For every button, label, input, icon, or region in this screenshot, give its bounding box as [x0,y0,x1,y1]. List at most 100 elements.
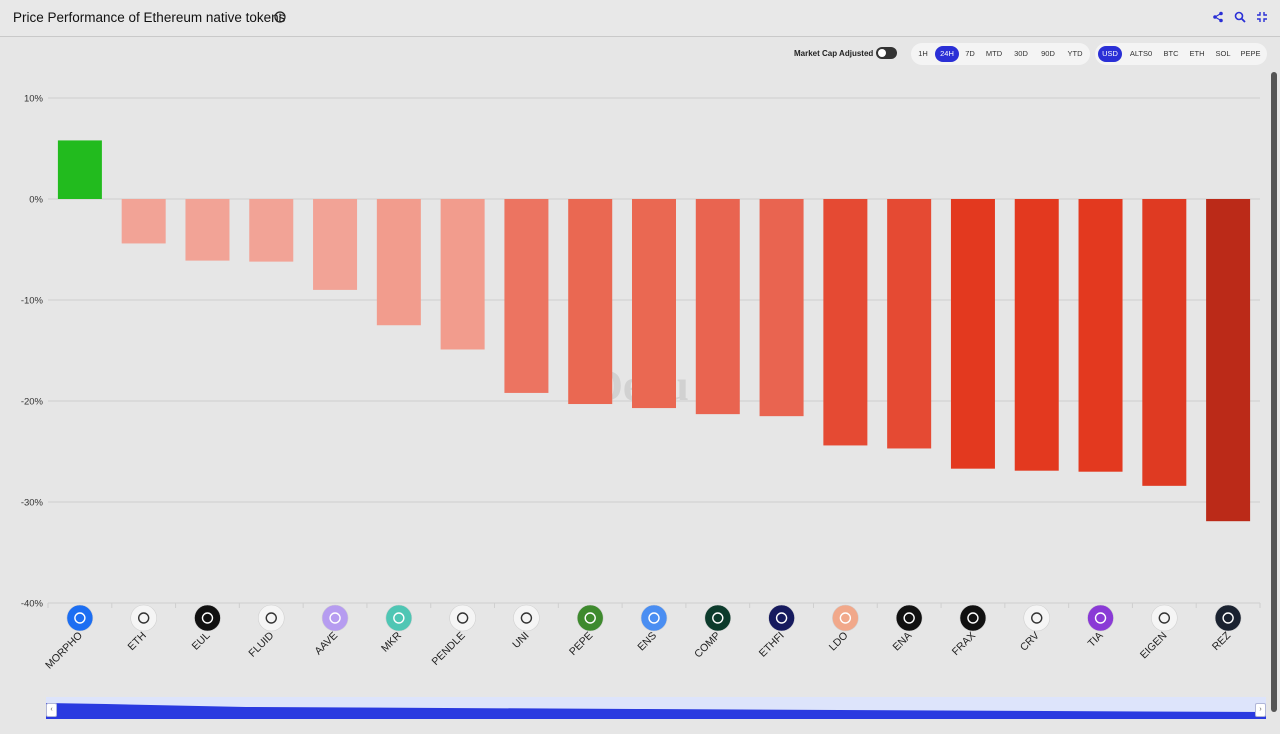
market-cap-toggle[interactable] [876,47,897,59]
cur-alts0-button[interactable]: ALTS0 [1129,49,1153,58]
x-tick-label: AAVE [312,630,340,658]
fluid-token-icon-glyph [265,612,277,624]
currency-group: USD ALTS0 BTC ETH SOL PEPE [1095,43,1267,65]
bar-comp[interactable] [695,199,740,415]
bar-aave[interactable] [313,199,358,290]
x-tick-label: ENS [635,630,659,654]
crv-token-icon-glyph [1031,612,1043,624]
market-cap-adjusted-label: Market Cap Adjusted [794,49,874,58]
tf-ytd-button[interactable]: YTD [1067,49,1083,58]
x-tick-label: EUL [190,630,213,653]
bar-ena[interactable] [887,199,932,449]
pepe-token-icon-glyph [584,612,596,624]
tia-token-icon [1087,604,1114,632]
eul-token-icon [194,604,221,632]
bar-pendle[interactable] [440,199,485,350]
ldo-token-icon-glyph [839,612,852,624]
x-tick-label: CRV [1018,630,1042,654]
tia-token-icon-glyph [1094,612,1107,624]
x-tick-label: FRAX [950,630,978,658]
cur-sol-button[interactable]: SOL [1215,49,1231,58]
range-right-handle[interactable]: › [1255,703,1266,717]
y-tick-label: 0% [29,195,43,206]
tf-mtd-button[interactable]: MTD [985,49,1003,58]
x-tick-label: UNI [510,630,531,651]
bar-eigen[interactable] [1142,199,1187,486]
ena-token-icon [895,604,923,632]
toggle-knob [878,49,886,57]
x-tick-label: MKR [379,629,404,654]
cur-eth-button[interactable]: ETH [1189,49,1205,58]
bar-rez[interactable] [1206,199,1251,522]
eigen-token-icon-glyph [1158,612,1171,624]
tf-7d-button[interactable]: 7D [965,49,975,58]
eigen-token-icon [1151,604,1178,632]
tf-24h-button[interactable]: 24H [935,46,959,62]
bar-morpho[interactable] [57,140,102,199]
ethfi-token-icon [768,604,795,632]
cur-btc-button[interactable]: BTC [1163,49,1179,58]
range-left-handle[interactable]: ‹ [46,703,57,717]
collapse-icon[interactable] [1256,11,1268,23]
y-tick-label: 10% [24,94,44,105]
morpho-token-icon [66,604,94,632]
tf-90d-button[interactable]: 90D [1041,49,1055,58]
aave-token-icon [321,604,349,632]
morpho-token-icon-glyph [74,612,86,624]
bar-ens[interactable] [632,199,676,409]
aave-token-icon-glyph [329,612,341,624]
tf-1h-button[interactable]: 1H [918,49,928,58]
info-icon[interactable] [274,11,286,23]
bar-ldo[interactable] [823,199,868,446]
fluid-token-icon [257,604,285,632]
x-tick-label: REZ [1210,629,1234,653]
bar-chart: Dexu10%0%-10%-20%-30%-40%MORPHOETHEULFLU… [21,94,1261,672]
pendle-token-icon-glyph [456,612,469,624]
bar-uni[interactable] [504,199,549,393]
x-tick-label: PENDLE [430,630,468,668]
bar-frax[interactable] [950,199,995,469]
x-tick-label: MORPHO [43,630,85,672]
frax-token-icon-glyph [967,612,979,624]
ethfi-token-icon-glyph [775,612,788,624]
cur-pepe-button[interactable]: PEPE [1240,49,1261,58]
bar-tia[interactable] [1078,199,1123,472]
range-slider-preview [46,703,1266,719]
x-tick-label: FLUID [246,629,276,659]
bar-eth[interactable] [121,199,166,244]
header-bar: Price Performance of Ethereum native tok… [0,0,1280,37]
ens-token-icon-glyph [648,612,660,624]
bar-pepe[interactable] [568,199,613,405]
bar-ethfi[interactable] [759,199,804,417]
ldo-token-icon [832,604,859,632]
rez-token-icon-glyph [1222,612,1234,624]
bar-eul[interactable] [185,199,230,261]
comp-token-icon [704,604,732,632]
page-title: Price Performance of Ethereum native tok… [13,10,286,25]
y-tick-label: -10% [21,296,44,307]
y-tick-label: -40% [21,599,44,610]
x-tick-label: ETHFI [757,630,787,660]
x-tick-label: ETH [125,630,148,653]
ens-token-icon [640,604,668,632]
uni-token-icon-glyph [520,612,533,624]
bar-mkr[interactable] [376,199,421,326]
share-icon[interactable] [1212,11,1224,23]
range-slider[interactable] [46,697,1266,719]
rez-token-icon [1214,604,1242,632]
pendle-token-icon [449,604,476,632]
ena-token-icon-glyph [903,612,915,624]
bar-fluid[interactable] [249,199,294,262]
zoom-icon[interactable] [1234,11,1246,23]
tf-30d-button[interactable]: 30D [1014,49,1028,58]
eth-token-icon-glyph [137,612,150,624]
pepe-token-icon [576,604,604,632]
x-tick-label: PEPE [567,630,595,658]
y-tick-label: -20% [21,397,44,408]
x-tick-label: ENA [891,630,915,654]
eth-token-icon [130,604,157,632]
bar-crv[interactable] [1014,199,1059,471]
uni-token-icon [513,604,540,632]
vertical-scrollbar[interactable] [1271,72,1277,712]
cur-usd-button[interactable]: USD [1098,46,1122,62]
